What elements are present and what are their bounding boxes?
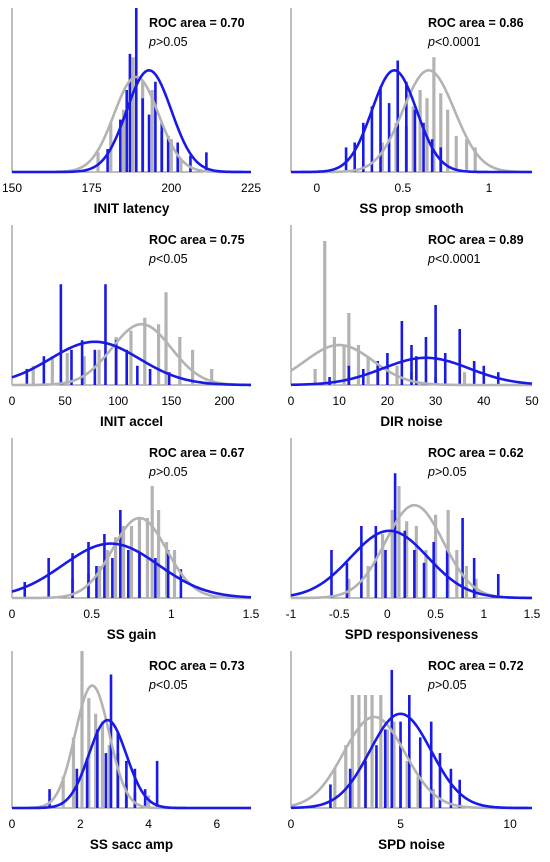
x-tick-label: 0 xyxy=(288,394,295,408)
x-tick-label: 0 xyxy=(9,607,16,621)
x-tick-label: 40 xyxy=(477,394,491,408)
p-value-label: p>0.05 xyxy=(148,465,188,479)
x-tick-label: 0 xyxy=(313,181,320,195)
p-value: <0.0001 xyxy=(435,252,481,266)
fit-curve-gray xyxy=(291,503,533,600)
x-axis-label: DIR noise xyxy=(380,414,443,429)
x-tick-label: 4 xyxy=(145,817,152,831)
x-tick-label: 1 xyxy=(486,181,493,195)
fit-curve-gray xyxy=(12,684,251,810)
x-axis-label: SS sacc amp xyxy=(90,837,173,852)
x-tick-label: 0 xyxy=(384,607,391,621)
x-tick-label: 150 xyxy=(161,394,181,408)
x-tick-label: 1.5 xyxy=(524,607,541,621)
panel-1: 150 175 200 225 INIT latency ROC area = 0.70 p… xyxy=(2,8,261,216)
x-tick-label: 0.5 xyxy=(395,181,412,195)
roc-label: ROC area = 0.75 xyxy=(149,233,245,247)
x-tick-label: -0.5 xyxy=(329,607,350,621)
x-tick-label: 150 xyxy=(2,181,22,195)
x-tick-label: 225 xyxy=(241,181,261,195)
fit-curve-blue xyxy=(290,712,532,810)
fit-curve-blue xyxy=(11,340,252,387)
panel-7: 0 2 4 6 SS sacc amp ROC area = 0.73 p<0.05 xyxy=(9,651,251,852)
fit-curve-blue xyxy=(12,69,251,174)
p-symbol: p xyxy=(148,252,156,266)
x-tick-label: 30 xyxy=(429,394,443,408)
x-axis-label: SPD noise xyxy=(378,837,445,852)
p-symbol: p xyxy=(427,678,435,692)
x-tick-label: 175 xyxy=(82,181,102,195)
x-tick-label: 1.5 xyxy=(243,607,260,621)
p-value-label: p<0.0001 xyxy=(427,252,481,266)
x-tick-label: 100 xyxy=(108,394,128,408)
p-value: <0.0001 xyxy=(435,35,481,49)
roc-label: ROC area = 0.89 xyxy=(428,233,524,247)
x-tick-label: 10 xyxy=(503,817,517,831)
p-symbol: p xyxy=(148,35,156,49)
p-value: >0.05 xyxy=(156,35,188,49)
panel-4: 0 10 20 30 40 50 DIR noise ROC area = 0.89 p<0.0… xyxy=(288,225,539,429)
fit-curve-gray xyxy=(290,715,532,810)
roc-label: ROC area = 0.86 xyxy=(428,16,524,30)
x-tick-label: 200 xyxy=(214,394,234,408)
x-tick-label: 1 xyxy=(480,607,487,621)
fit-curve-gray xyxy=(12,516,251,600)
x-tick-label: 200 xyxy=(161,181,181,195)
p-symbol: p xyxy=(427,35,435,49)
panel-3: 0 50 100 150 200 INIT accel ROC area = 0.75 p<0… xyxy=(9,225,252,429)
x-tick-label: 5 xyxy=(397,817,404,831)
x-tick-label: 0 xyxy=(9,817,16,831)
p-value: >0.05 xyxy=(156,465,188,479)
x-axis-label: INIT accel xyxy=(100,414,163,429)
panel-5: 0 0.5 1 1.5 SS gain ROC area = 0.67 p>0.05 xyxy=(9,438,260,642)
p-value-label: p>0.05 xyxy=(148,35,188,49)
panel-6: -1 -0.5 0 0.5 1 1.5 SPD responsiveness ROC area… xyxy=(286,438,541,642)
x-axis-label: SS gain xyxy=(107,627,157,642)
fit-curve-blue xyxy=(290,356,533,387)
x-tick-label: 50 xyxy=(58,394,72,408)
panel-8: 0 5 10 SPD noise ROC area = 0.72 p>0.05 xyxy=(288,651,532,852)
x-tick-label: -1 xyxy=(286,607,297,621)
p-value-label: p<0.0001 xyxy=(427,35,481,49)
roc-label: ROC area = 0.62 xyxy=(428,446,524,460)
p-value-label: p>0.05 xyxy=(427,465,467,479)
x-tick-label: 50 xyxy=(525,394,539,408)
fit-curve-blue xyxy=(291,69,532,174)
x-axis-label: SPD responsiveness xyxy=(345,627,479,642)
x-tick-label: 0 xyxy=(9,394,16,408)
x-tick-label: 10 xyxy=(333,394,347,408)
x-tick-label: 1 xyxy=(168,607,175,621)
p-value-label: p<0.05 xyxy=(148,252,188,266)
panel-2: 0 0.5 1 SS prop smooth ROC area = 0.86 p<0.00… xyxy=(290,8,533,216)
roc-label: ROC area = 0.70 xyxy=(149,16,245,30)
fit-curve-blue xyxy=(290,529,533,600)
x-tick-label: 0 xyxy=(288,817,295,831)
p-value: <0.05 xyxy=(156,252,188,266)
p-symbol: p xyxy=(148,678,156,692)
roc-label: ROC area = 0.72 xyxy=(428,659,524,673)
fit-curve-gray xyxy=(290,343,532,387)
p-value: >0.05 xyxy=(435,465,467,479)
p-value-label: p>0.05 xyxy=(427,678,467,692)
x-tick-label: 20 xyxy=(381,394,395,408)
roc-label: ROC area = 0.67 xyxy=(149,446,245,460)
x-axis-label: SS prop smooth xyxy=(359,201,463,216)
fit-curve-blue xyxy=(12,718,251,810)
p-value: >0.05 xyxy=(435,678,467,692)
fit-curve-blue xyxy=(11,542,252,599)
x-axis-label: INIT latency xyxy=(94,201,170,216)
fit-curve-gray xyxy=(291,69,533,174)
x-tick-label: 2 xyxy=(77,817,84,831)
p-value: <0.05 xyxy=(156,678,188,692)
fit-curve-gray xyxy=(11,322,252,387)
p-value-label: p<0.05 xyxy=(148,678,188,692)
p-symbol: p xyxy=(148,465,156,479)
p-symbol: p xyxy=(427,465,435,479)
p-symbol: p xyxy=(427,252,435,266)
roc-label: ROC area = 0.73 xyxy=(149,659,245,673)
x-tick-label: 0.5 xyxy=(427,607,444,621)
x-tick-label: 6 xyxy=(214,817,221,831)
x-tick-label: 0.5 xyxy=(83,607,100,621)
